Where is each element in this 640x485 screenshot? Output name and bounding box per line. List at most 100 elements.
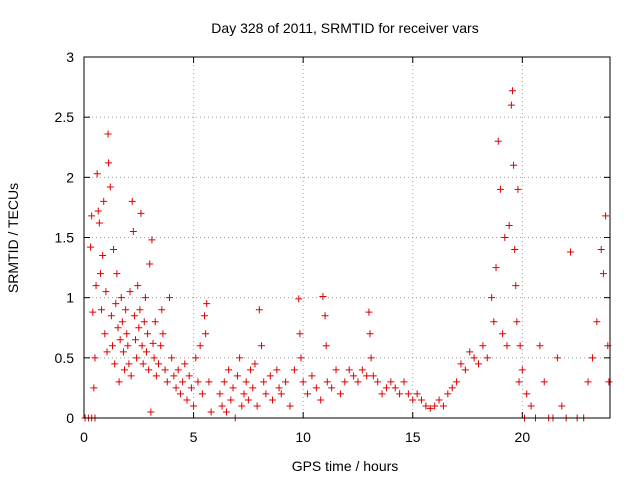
data-point <box>387 378 395 386</box>
y-tick-label: 1 <box>66 290 74 306</box>
data-point <box>123 330 131 338</box>
data-point <box>87 243 95 251</box>
x-tick-label: 10 <box>295 429 311 445</box>
data-point <box>122 306 130 314</box>
data-point <box>268 396 276 404</box>
chart-title: Day 328 of 2011, SRMTID for receiver var… <box>211 20 478 36</box>
data-point <box>155 360 163 368</box>
data-point <box>479 342 487 350</box>
x-axis-label: GPS time / hours <box>292 458 399 474</box>
data-point <box>165 294 173 302</box>
data-point <box>92 282 100 290</box>
data-point <box>584 378 592 386</box>
data-point <box>448 384 456 392</box>
data-point <box>336 390 344 398</box>
data-point <box>483 354 491 362</box>
x-tick-label: 5 <box>190 429 198 445</box>
data-point <box>136 306 144 314</box>
data-point <box>130 312 138 320</box>
data-point <box>238 402 246 410</box>
data-point <box>89 308 97 316</box>
data-point <box>512 282 520 290</box>
data-point <box>126 288 134 296</box>
data-point <box>511 246 519 254</box>
data-point <box>444 390 452 398</box>
data-point <box>170 372 178 380</box>
data-point <box>125 360 133 368</box>
data-point <box>515 378 523 386</box>
y-tick-label: 3 <box>66 49 74 65</box>
data-point <box>144 330 152 338</box>
data-point <box>194 378 202 386</box>
data-point <box>207 408 215 416</box>
data-point <box>363 372 371 380</box>
data-point <box>93 170 101 178</box>
data-point <box>95 219 103 227</box>
data-point <box>114 324 122 332</box>
data-point <box>317 396 325 404</box>
data-point <box>588 354 596 362</box>
plot-frame <box>83 56 611 419</box>
data-point <box>149 339 157 347</box>
data-point <box>236 354 244 362</box>
data-point <box>553 354 561 362</box>
data-point <box>102 288 110 296</box>
data-point <box>96 270 104 278</box>
data-point <box>148 236 156 244</box>
data-point <box>470 354 478 362</box>
data-point <box>115 378 123 386</box>
data-point <box>501 234 509 241</box>
data-point <box>369 372 377 380</box>
data-point <box>111 360 119 368</box>
data-point <box>159 330 167 338</box>
data-point <box>132 336 140 344</box>
data-point <box>365 308 373 316</box>
data-point <box>435 396 443 404</box>
data-point <box>400 378 408 386</box>
y-tick-label: 1.5 <box>55 230 75 246</box>
data-point <box>341 378 349 386</box>
data-point <box>225 366 233 374</box>
data-point <box>367 354 375 362</box>
data-point <box>151 318 159 326</box>
data-point <box>253 402 261 410</box>
data-point <box>597 246 605 254</box>
data-point <box>366 330 374 338</box>
data-point <box>391 384 399 392</box>
data-point <box>374 378 382 386</box>
data-point <box>558 402 566 410</box>
data-point <box>181 360 189 368</box>
data-point <box>514 185 522 193</box>
data-point <box>345 366 353 374</box>
data-point <box>508 87 516 95</box>
data-point <box>492 264 500 272</box>
axis-ticks: 0 5 10 15 20 0 0.5 1 1.5 2 2.5 3 <box>55 49 610 445</box>
data-point <box>266 372 274 380</box>
data-point <box>139 360 147 368</box>
y-tick-label: 2.5 <box>55 109 75 125</box>
data-point <box>140 318 148 326</box>
data-point <box>121 366 129 374</box>
x-tick-label: 0 <box>80 429 88 445</box>
data-point <box>138 342 146 350</box>
data-point <box>323 378 331 386</box>
y-tick-label: 0 <box>66 410 74 426</box>
data-point <box>105 159 113 167</box>
data-point <box>299 378 307 386</box>
data-point <box>332 366 340 374</box>
data-point <box>518 366 526 374</box>
data-point <box>258 342 266 350</box>
data-point <box>431 402 439 410</box>
data-point <box>602 212 610 220</box>
x-tick-label: 20 <box>515 429 531 445</box>
y-axis-label: SRMTID / TECUs <box>5 183 21 293</box>
data-point <box>94 207 102 215</box>
data-point <box>422 402 430 410</box>
data-point <box>117 294 125 302</box>
data-point <box>216 390 224 398</box>
data-point <box>503 342 511 350</box>
y-tick-label: 2 <box>66 169 74 185</box>
data-point <box>457 360 465 368</box>
data-point <box>240 390 248 398</box>
